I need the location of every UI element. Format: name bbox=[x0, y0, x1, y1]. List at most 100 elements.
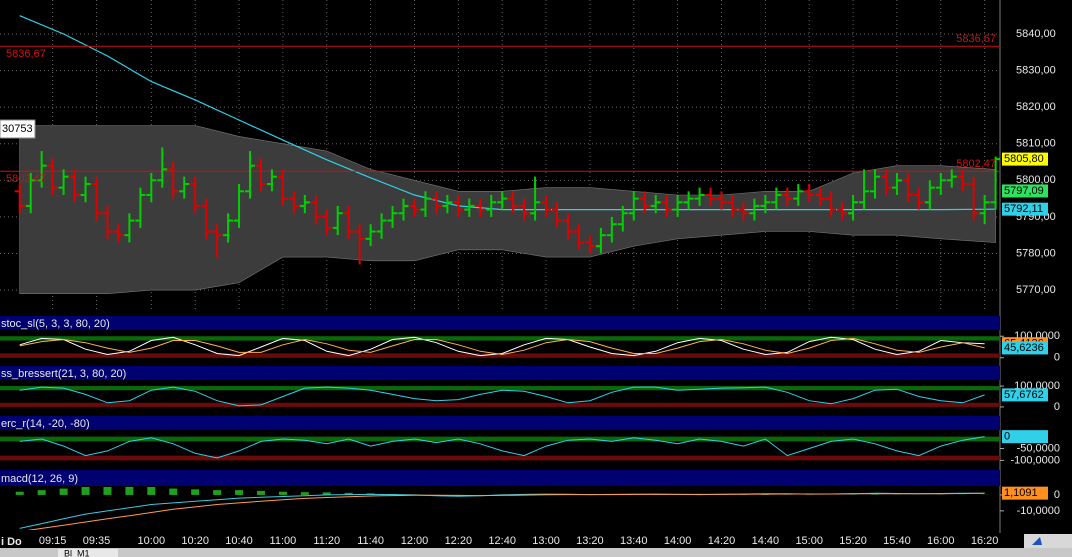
x-tick-label: 11:20 bbox=[313, 535, 340, 547]
y-tick-label: -10,0000 bbox=[1017, 505, 1060, 517]
value-tag: 45,6236 bbox=[1004, 342, 1044, 354]
indicator-line bbox=[19, 337, 985, 356]
x-tick-label: 11:00 bbox=[270, 535, 297, 547]
x-tick-label: 14:40 bbox=[752, 535, 780, 547]
indicator-line bbox=[19, 436, 985, 459]
histogram-bar bbox=[235, 490, 244, 495]
y-tick-label: 0 bbox=[1054, 352, 1060, 364]
price-tag-box bbox=[1002, 202, 1048, 216]
plot-layer bbox=[0, 386, 1000, 407]
x-tick-label: 13:40 bbox=[620, 535, 648, 547]
footer-label: i Do bbox=[1, 536, 22, 548]
histogram-bar bbox=[256, 490, 265, 495]
histogram-bar bbox=[59, 488, 68, 495]
level-label: 5802,47 bbox=[6, 173, 46, 185]
histogram-bar bbox=[37, 490, 46, 495]
histogram-bar bbox=[213, 490, 222, 495]
histogram-bar bbox=[81, 486, 90, 495]
y-tick-label: 5780,00 bbox=[1016, 247, 1056, 259]
x-tick-label: 15:00 bbox=[795, 535, 823, 547]
y-tick-label: 0 bbox=[1054, 401, 1060, 413]
y-tick-label: 5800,00 bbox=[1016, 174, 1056, 186]
y-tick-label: 5770,00 bbox=[1016, 284, 1056, 296]
x-tick-label: 15:40 bbox=[883, 535, 911, 547]
zone-band bbox=[0, 386, 1000, 391]
zone-band bbox=[0, 336, 1000, 341]
panel-title: stoc_sl(5, 3, 3, 80, 20) bbox=[1, 318, 110, 330]
plot-layer bbox=[15, 486, 989, 530]
panel-title: macd(12, 26, 9) bbox=[1, 473, 78, 485]
x-tick-label: 10:20 bbox=[181, 535, 209, 547]
price-tag: 5792,11 bbox=[1004, 203, 1043, 215]
histogram-bar bbox=[15, 491, 24, 495]
toolbar-icon bbox=[1032, 537, 1042, 545]
panel-title: ss_bressert(21, 3, 80, 20) bbox=[1, 368, 126, 380]
panel-header bbox=[0, 416, 1000, 430]
plot-layer bbox=[0, 0, 1000, 312]
y-tick-label: -100,0000 bbox=[1010, 454, 1060, 466]
x-tick-label: 09:15 bbox=[39, 535, 67, 547]
zone-band bbox=[0, 402, 1000, 407]
value-tag-box bbox=[1002, 341, 1048, 355]
plot-layer bbox=[0, 436, 1000, 461]
zone-band bbox=[0, 436, 1000, 442]
x-tick-label: 13:00 bbox=[532, 535, 560, 547]
indicator-line bbox=[19, 386, 985, 407]
y-tick-label: 5830,00 bbox=[1016, 64, 1056, 76]
x-tick-label: 12:40 bbox=[488, 535, 516, 547]
price-tag-box bbox=[1002, 184, 1048, 198]
level-label: 5836,67 bbox=[6, 48, 46, 60]
x-tick-label: 16:20 bbox=[971, 535, 999, 547]
x-tick-label: 15:20 bbox=[839, 535, 867, 547]
x-tick-label: 11:40 bbox=[357, 535, 384, 547]
y-tick-label: 0 bbox=[1054, 489, 1060, 501]
x-tick-label: 14:00 bbox=[664, 535, 692, 547]
histogram-bar bbox=[300, 492, 309, 495]
price-tag: 5805,80 bbox=[1004, 153, 1044, 165]
price-tag-box bbox=[1002, 152, 1048, 166]
panel-title: erc_r(14, -20, -80) bbox=[1, 418, 90, 430]
y-tick-label: 5840,00 bbox=[1016, 28, 1056, 40]
panel-header bbox=[0, 316, 1000, 330]
status-bar bbox=[0, 548, 1072, 557]
y-tick-label: -50,0000 bbox=[1017, 442, 1060, 454]
indicator-line bbox=[27, 492, 985, 530]
level-label: 5836,67 bbox=[956, 33, 996, 45]
price-tag: 5797,09 bbox=[1004, 185, 1044, 197]
value-tag: 0 bbox=[1004, 431, 1010, 443]
panel-header bbox=[0, 366, 1000, 380]
histogram-bar bbox=[125, 486, 134, 495]
x-tick-label: 16:00 bbox=[927, 535, 955, 547]
x-tick-label: 12:20 bbox=[445, 535, 473, 547]
toolbar-button[interactable] bbox=[1024, 534, 1072, 548]
value-tag-box bbox=[1002, 486, 1048, 500]
x-tick-label: 12:00 bbox=[401, 535, 429, 547]
tab-label: Bl_M1 bbox=[64, 548, 90, 557]
value-tag-box bbox=[1002, 430, 1048, 444]
zone-band bbox=[0, 455, 1000, 461]
histogram-bar bbox=[103, 486, 112, 495]
plot-layer bbox=[0, 336, 1000, 358]
x-tick-label: 10:40 bbox=[225, 535, 253, 547]
value-tag-box bbox=[1002, 388, 1048, 402]
histogram-bar bbox=[169, 488, 178, 495]
value-tag: 57,6762 bbox=[1004, 389, 1044, 401]
histogram-bar bbox=[322, 492, 331, 495]
x-tick-label: 10:00 bbox=[138, 535, 166, 547]
level-label: 5802,47 bbox=[956, 158, 996, 170]
histogram-bar bbox=[278, 491, 287, 495]
panel-header bbox=[0, 470, 1000, 486]
tooltip-text: 30753 bbox=[2, 123, 33, 135]
y-tick-label: 5810,00 bbox=[1016, 138, 1056, 150]
histogram-bar bbox=[191, 489, 200, 495]
value-tag: 1,1091 bbox=[1004, 487, 1038, 499]
histogram-bar bbox=[147, 486, 156, 495]
tooltip-box bbox=[0, 119, 36, 139]
x-tick-label: 09:35 bbox=[83, 535, 111, 547]
x-tick-label: 14:20 bbox=[708, 535, 736, 547]
zone-band bbox=[0, 353, 1000, 358]
y-tick-label: 5820,00 bbox=[1016, 101, 1056, 113]
tab[interactable] bbox=[58, 549, 118, 557]
histogram-bar bbox=[344, 492, 353, 495]
